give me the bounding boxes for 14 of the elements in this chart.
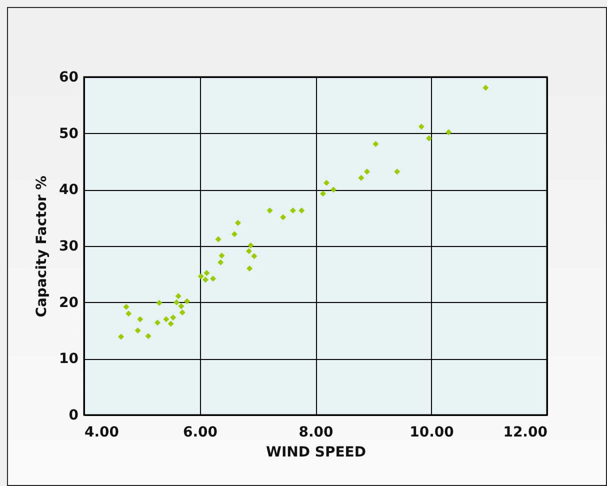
x-axis-title: WIND SPEED	[266, 444, 366, 460]
y-tick-label: 40	[59, 182, 79, 198]
x-tick-label: 10.00	[410, 424, 454, 440]
y-tick-label: 50	[59, 126, 79, 142]
y-tick-label: 0	[68, 408, 79, 424]
y-tick-label: 60	[59, 70, 79, 86]
y-tick-label: 10	[59, 351, 79, 368]
x-tick-label: 6.00	[182, 424, 218, 440]
x-tick-label: 12.00	[503, 424, 548, 440]
x-tick-label: 4.00	[84, 424, 120, 440]
y-axis-title: Capacity Factor %	[34, 176, 50, 318]
y-tick-label: 20	[59, 294, 79, 311]
y-tick-label: 30	[59, 238, 79, 254]
x-tick-label: 8.00	[298, 424, 334, 440]
